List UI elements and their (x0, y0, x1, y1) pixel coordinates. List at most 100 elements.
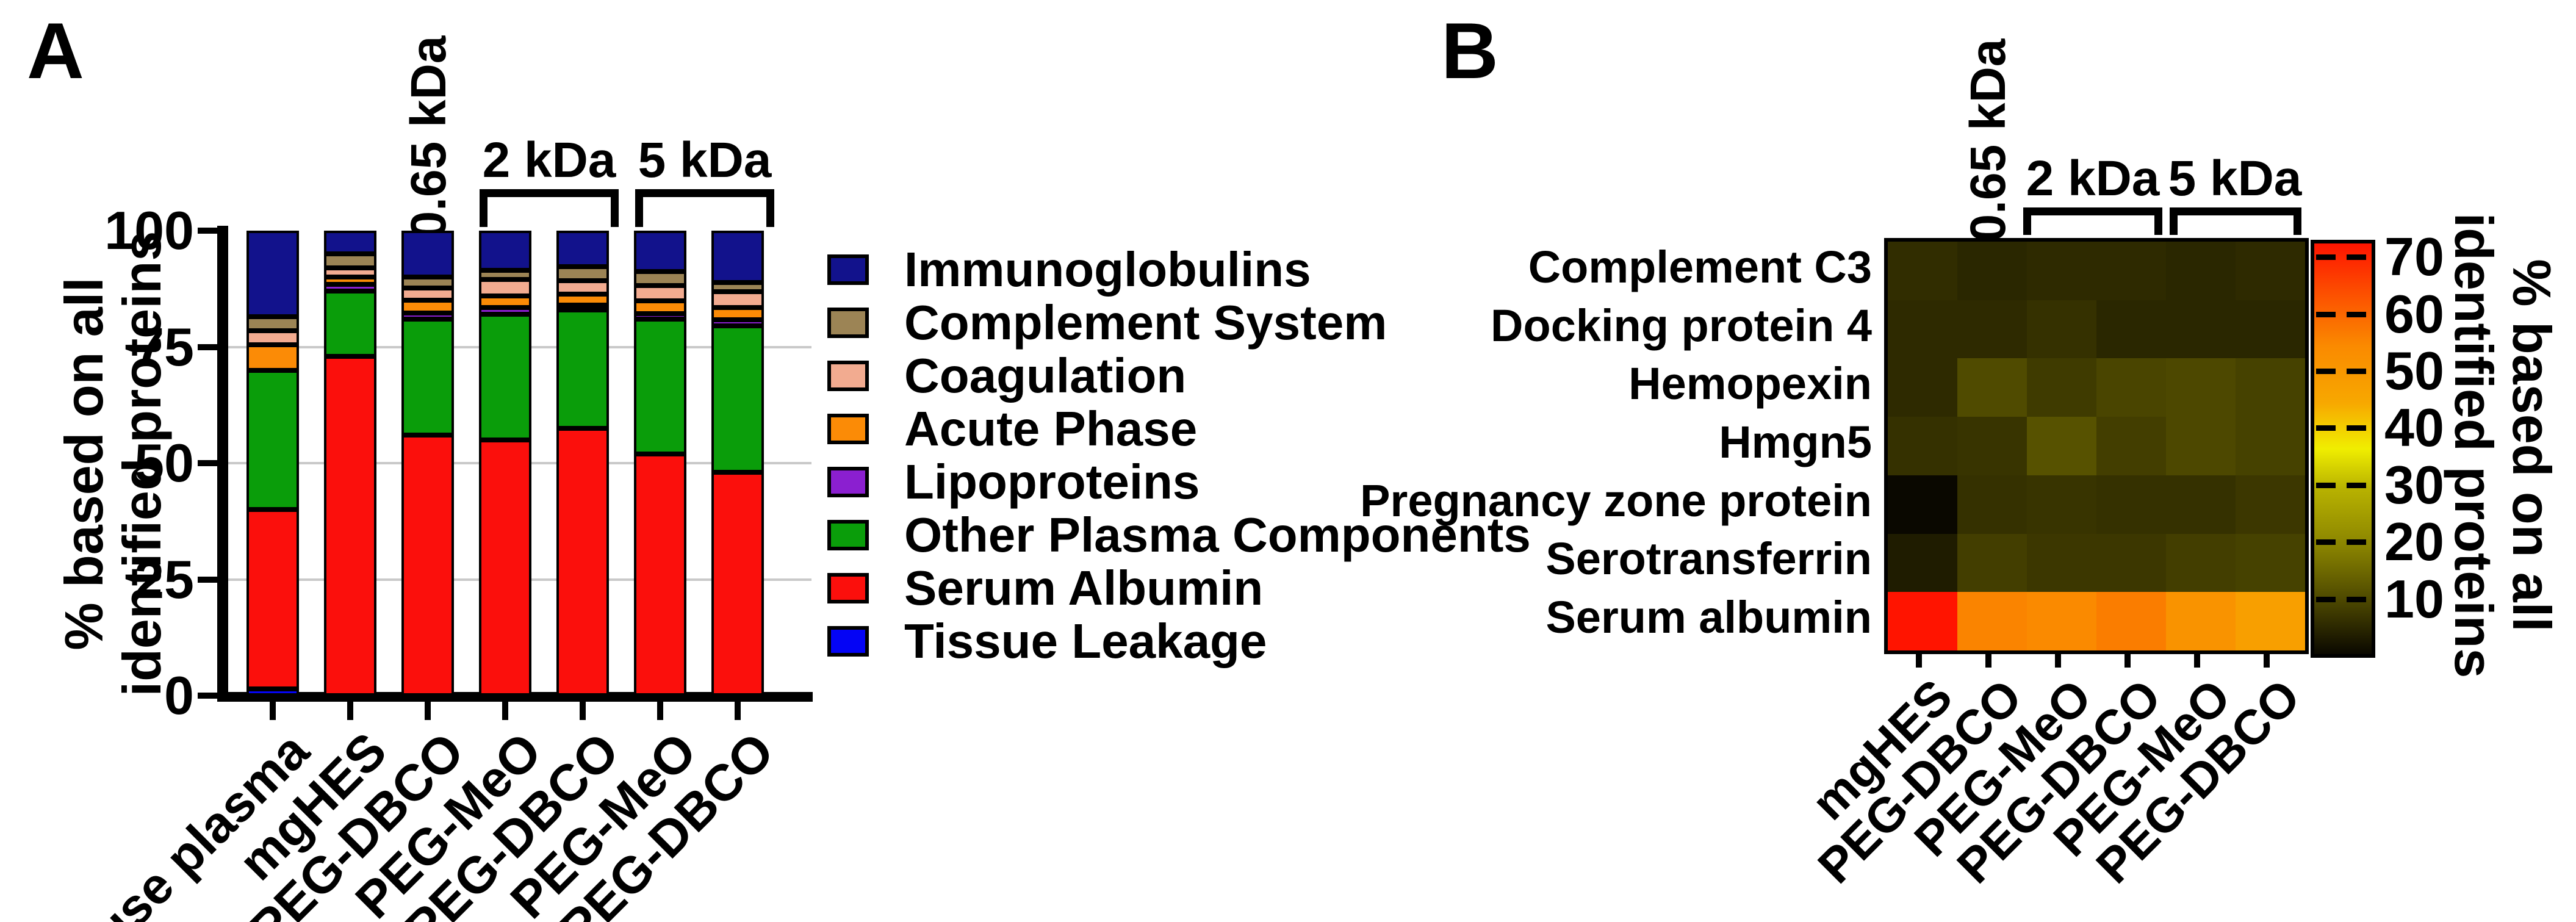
panel-a-y-axis-spine (217, 226, 228, 702)
heatmap-cell-r4-c0 (1888, 475, 1957, 534)
bar-segment-serum-albumin (556, 428, 609, 696)
panel-b-size-label-5kda: 5 kDa (2168, 151, 2302, 206)
bar-segment-immunoglobulins (634, 231, 686, 272)
bracket-5kda-b-right-leg (2294, 207, 2301, 235)
bar-segment-acute-phase (711, 308, 764, 320)
heatmap-row-label-hmgn5: Hmgn5 (1719, 417, 1872, 467)
heatmap-cell-r6-c0 (1888, 592, 1957, 650)
x-axis-tick-a-4 (580, 702, 586, 720)
legend-label: Immunoglobulins (904, 242, 1311, 297)
bar-segment-coagulation (479, 279, 531, 296)
legend-swatch-immunoglobulins (827, 254, 869, 285)
heatmap-cell-r6-c3 (2096, 592, 2166, 650)
heatmap-cell-r5-c4 (2166, 533, 2236, 592)
bar-segment-lipoproteins (324, 284, 376, 292)
heatmap-cell-r0-c3 (2096, 242, 2166, 300)
heatmap-cell-r2-c5 (2236, 358, 2305, 417)
colorbar-tick-label-10: 10 (2384, 568, 2444, 629)
bar-segment-complement-system (246, 316, 299, 331)
bar-segment-lipoproteins (711, 320, 764, 326)
colorbar-tick-left-60 (2316, 311, 2336, 317)
bracket-5kda-b-left-leg (2170, 207, 2178, 235)
bar-segment-acute-phase (401, 300, 454, 313)
y-axis-tick-50 (198, 460, 217, 466)
bar-segment-lipoproteins (401, 312, 454, 319)
bracket-2kda-a-left-leg (480, 189, 487, 227)
bar-segment-other-plasma-components (246, 370, 299, 510)
heatmap-cell-r4-c4 (2166, 475, 2236, 534)
bar-segment-complement-system (401, 277, 454, 289)
colorbar-tick-left-10 (2316, 596, 2336, 602)
heatmap-cell-r5-c5 (2236, 533, 2305, 592)
bar-segment-immunoglobulins (556, 231, 609, 267)
bar-segment-serum-albumin (246, 510, 299, 689)
y-axis-tick-label-50: 50 (134, 433, 194, 493)
heatmap-cell-r3-c1 (1957, 417, 2027, 475)
legend-item-acute-phase: Acute Phase (827, 405, 1197, 453)
y-axis-tick-label-0: 0 (164, 665, 194, 726)
heatmap-row-label-serum-albumin: Serum albumin (1545, 592, 1872, 643)
bar-segment-other-plasma-components (401, 319, 454, 436)
bar-segment-coagulation (246, 330, 299, 345)
stacked-bar-peg-meo (634, 231, 686, 696)
y-axis-tick-0 (198, 693, 217, 699)
bracket-2kda-b (2023, 207, 2162, 215)
heatmap (1884, 238, 2309, 654)
heatmap-cell-r2-c4 (2166, 358, 2236, 417)
legend-label: Other Plasma Components (904, 508, 1531, 562)
bracket-2kda-b-left-leg (2023, 207, 2031, 235)
legend-swatch-lipoproteins (827, 467, 869, 497)
bar-segment-serum-albumin (479, 439, 531, 696)
legend-swatch-tissue-leakage (827, 626, 869, 657)
colorbar-tick-right-30 (2347, 482, 2366, 488)
heatmap-cell-r3-c0 (1888, 417, 1957, 475)
legend-item-serum-albumin: Serum Albumin (827, 564, 1263, 613)
colorbar-tick-label-50: 50 (2384, 340, 2444, 401)
colorbar-tick-left-50 (2316, 368, 2336, 374)
bar-segment-other-plasma-components (324, 291, 376, 356)
heatmap-cell-r0-c4 (2166, 242, 2236, 300)
bar-segment-immunoglobulins (246, 231, 299, 317)
legend-item-coagulation: Coagulation (827, 351, 1186, 400)
legend-label: Tissue Leakage (904, 614, 1267, 668)
bar-segment-coagulation (556, 280, 609, 294)
colorbar-tick-right-10 (2347, 596, 2366, 602)
heatmap-cell-r0-c2 (2027, 242, 2096, 300)
heatmap-cell-r5-c0 (1888, 533, 1957, 592)
x-axis-tick-b-2 (2055, 650, 2061, 668)
heatmap-cell-r2-c2 (2027, 358, 2096, 417)
legend-item-complement-system: Complement System (827, 298, 1387, 347)
x-axis-tick-b-1 (1985, 650, 1991, 668)
panel-a-size-label-2kda: 2 kDa (482, 132, 616, 188)
colorbar-tick-right-50 (2347, 368, 2366, 374)
legend-swatch-coagulation (827, 361, 869, 391)
bar-segment-immunoglobulins (324, 231, 376, 254)
x-axis-tick-a-0 (270, 702, 276, 720)
bar-segment-lipoproteins (634, 313, 686, 319)
bar-segment-acute-phase (634, 301, 686, 314)
x-axis-tick-b-4 (2194, 650, 2200, 668)
heatmap-cell-r1-c0 (1888, 300, 1957, 359)
bar-segment-coagulation (401, 288, 454, 301)
y-axis-tick-75 (198, 344, 217, 350)
bar-segment-other-plasma-components (634, 319, 686, 454)
heatmap-cell-r2-c1 (1957, 358, 2027, 417)
stacked-bar-mghes (324, 231, 376, 696)
heatmap-cell-r4-c1 (1957, 475, 2027, 534)
bar-segment-immunoglobulins (711, 231, 764, 283)
legend-label: Lipoproteins (904, 455, 1200, 509)
panel-a-size-label-5kda: 5 kDa (638, 132, 772, 188)
stacked-bar-mouse-plasma (246, 231, 299, 696)
x-axis-tick-a-1 (347, 702, 353, 720)
x-axis-tick-a-5 (657, 702, 663, 720)
legend-label: Coagulation (904, 348, 1187, 403)
stacked-bar-peg-meo (479, 231, 531, 696)
legend-label: Acute Phase (904, 402, 1198, 456)
bracket-2kda-b-right-leg (2154, 207, 2162, 235)
bracket-2kda-a (480, 189, 619, 197)
bar-segment-acute-phase (479, 295, 531, 308)
bar-segment-acute-phase (246, 344, 299, 370)
bar-segment-other-plasma-components (479, 314, 531, 440)
bar-segment-acute-phase (324, 277, 376, 284)
